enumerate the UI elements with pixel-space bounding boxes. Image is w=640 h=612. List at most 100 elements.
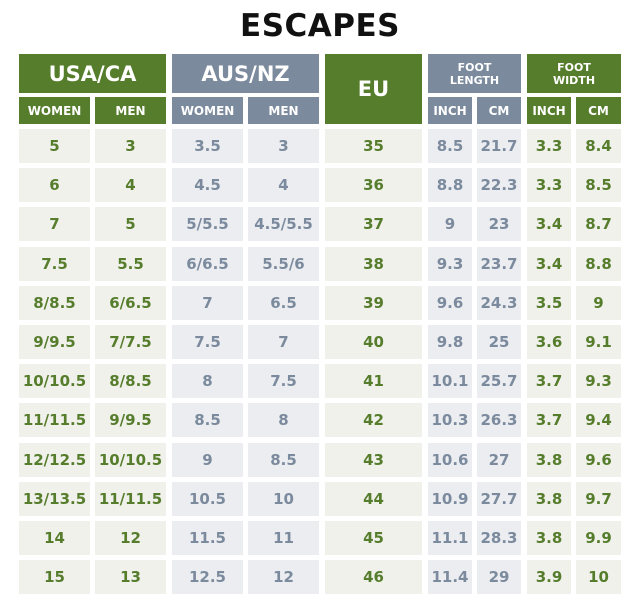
cell-length-cm: 23 xyxy=(477,207,521,241)
cell-width-cm: 8.5 xyxy=(576,168,621,202)
cell-usa-men: 7/7.5 xyxy=(95,325,166,359)
cell-eu: 42 xyxy=(325,403,422,437)
cell-length-cm: 24.3 xyxy=(477,286,521,320)
cell-width-inch: 3.4 xyxy=(527,247,571,281)
cell-length-inch: 10.9 xyxy=(428,482,472,516)
cell-aus-men: 5.5/6 xyxy=(248,247,319,281)
cell-width-inch: 3.8 xyxy=(527,443,571,477)
cell-eu: 45 xyxy=(325,521,422,555)
cell-width-inch: 3.8 xyxy=(527,521,571,555)
cell-length-inch: 10.3 xyxy=(428,403,472,437)
cell-usa-women: 7.5 xyxy=(19,247,90,281)
cell-width-cm: 10 xyxy=(576,560,621,594)
cell-usa-women: 12/12.5 xyxy=(19,443,90,477)
cell-width-inch: 3.4 xyxy=(527,207,571,241)
chart-title: ESCAPES xyxy=(240,8,400,44)
cell-aus-women: 7.5 xyxy=(172,325,243,359)
cell-usa-men: 5.5 xyxy=(95,247,166,281)
cell-length-inch: 9.3 xyxy=(428,247,472,281)
cell-width-inch: 3.6 xyxy=(527,325,571,359)
cell-aus-men: 8 xyxy=(248,403,319,437)
cell-width-inch: 3.8 xyxy=(527,482,571,516)
cell-aus-men: 3 xyxy=(248,129,319,163)
cell-usa-women: 7 xyxy=(19,207,90,241)
cell-width-cm: 9.7 xyxy=(576,482,621,516)
cell-aus-men: 7.5 xyxy=(248,364,319,398)
cell-width-cm: 9.3 xyxy=(576,364,621,398)
cell-aus-women: 5/5.5 xyxy=(172,207,243,241)
cell-width-inch: 3.7 xyxy=(527,403,571,437)
cell-usa-men: 3 xyxy=(95,129,166,163)
cell-length-inch: 9 xyxy=(428,207,472,241)
cell-eu: 41 xyxy=(325,364,422,398)
header-foot-width: FOOT WIDTH xyxy=(527,54,621,93)
cell-length-inch: 10.6 xyxy=(428,443,472,477)
cell-length-inch: 9.8 xyxy=(428,325,472,359)
cell-width-inch: 3.7 xyxy=(527,364,571,398)
cell-aus-men: 11 xyxy=(248,521,319,555)
cell-eu: 35 xyxy=(325,129,422,163)
subheader-usa-men: MEN xyxy=(95,97,166,124)
cell-length-cm: 21.7 xyxy=(477,129,521,163)
subheader-width-inch: INCH xyxy=(527,97,571,124)
cell-aus-women: 3.5 xyxy=(172,129,243,163)
cell-eu: 36 xyxy=(325,168,422,202)
cell-width-cm: 9.1 xyxy=(576,325,621,359)
cell-width-cm: 8.8 xyxy=(576,247,621,281)
cell-aus-men: 4.5/5.5 xyxy=(248,207,319,241)
cell-usa-men: 13 xyxy=(95,560,166,594)
cell-usa-men: 5 xyxy=(95,207,166,241)
cell-usa-men: 9/9.5 xyxy=(95,403,166,437)
subheader-width-cm: CM xyxy=(576,97,621,124)
cell-eu: 43 xyxy=(325,443,422,477)
cell-width-cm: 8.4 xyxy=(576,129,621,163)
cell-usa-men: 4 xyxy=(95,168,166,202)
cell-usa-men: 6/6.5 xyxy=(95,286,166,320)
cell-width-cm: 9.9 xyxy=(576,521,621,555)
cell-eu: 37 xyxy=(325,207,422,241)
cell-length-cm: 28.3 xyxy=(477,521,521,555)
header-foot-length: FOOT LENGTH xyxy=(428,54,521,93)
cell-usa-women: 13/13.5 xyxy=(19,482,90,516)
cell-eu: 38 xyxy=(325,247,422,281)
cell-length-inch: 8.5 xyxy=(428,129,472,163)
cell-usa-men: 11/11.5 xyxy=(95,482,166,516)
cell-width-cm: 9.4 xyxy=(576,403,621,437)
cell-usa-women: 6 xyxy=(19,168,90,202)
cell-usa-women: 8/8.5 xyxy=(19,286,90,320)
cell-width-cm: 9.6 xyxy=(576,443,621,477)
subheader-aus-women: WOMEN xyxy=(172,97,243,124)
cell-eu: 44 xyxy=(325,482,422,516)
subheader-length-cm: CM xyxy=(477,97,521,124)
cell-length-cm: 27 xyxy=(477,443,521,477)
cell-aus-women: 8 xyxy=(172,364,243,398)
cell-aus-women: 6/6.5 xyxy=(172,247,243,281)
cell-length-cm: 22.3 xyxy=(477,168,521,202)
cell-length-inch: 11.1 xyxy=(428,521,472,555)
cell-aus-women: 8.5 xyxy=(172,403,243,437)
cell-aus-men: 10 xyxy=(248,482,319,516)
cell-width-inch: 3.3 xyxy=(527,168,571,202)
cell-usa-men: 12 xyxy=(95,521,166,555)
cell-usa-women: 9/9.5 xyxy=(19,325,90,359)
subheader-usa-women: WOMEN xyxy=(19,97,90,124)
cell-aus-women: 10.5 xyxy=(172,482,243,516)
cell-length-inch: 11.4 xyxy=(428,560,472,594)
cell-usa-men: 8/8.5 xyxy=(95,364,166,398)
header-eu: EU xyxy=(325,54,422,124)
subheader-aus-men: MEN xyxy=(248,97,319,124)
cell-usa-women: 14 xyxy=(19,521,90,555)
header-aus-nz: AUS/NZ xyxy=(172,54,319,93)
cell-usa-women: 15 xyxy=(19,560,90,594)
cell-width-inch: 3.3 xyxy=(527,129,571,163)
cell-aus-women: 7 xyxy=(172,286,243,320)
cell-length-cm: 27.7 xyxy=(477,482,521,516)
cell-aus-women: 4.5 xyxy=(172,168,243,202)
cell-eu: 39 xyxy=(325,286,422,320)
cell-width-inch: 3.5 xyxy=(527,286,571,320)
cell-eu: 40 xyxy=(325,325,422,359)
cell-usa-men: 10/10.5 xyxy=(95,443,166,477)
cell-length-inch: 8.8 xyxy=(428,168,472,202)
cell-length-cm: 29 xyxy=(477,560,521,594)
cell-width-cm: 9 xyxy=(576,286,621,320)
